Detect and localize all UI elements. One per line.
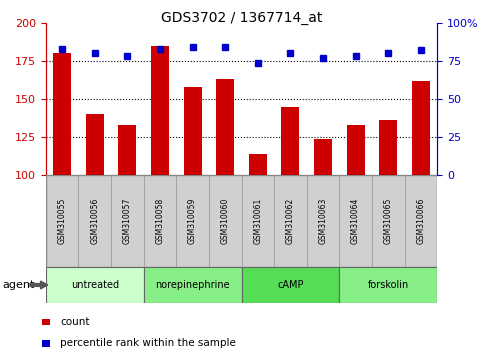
Bar [314,139,332,175]
Bar [184,87,201,175]
Bar [282,107,299,175]
Text: cAMP: cAMP [277,280,304,290]
Text: GSM310062: GSM310062 [286,198,295,244]
Bar [372,175,405,267]
Text: GSM310060: GSM310060 [221,198,230,245]
Bar [53,53,71,175]
Bar [307,175,339,267]
Text: GSM310057: GSM310057 [123,198,132,245]
Text: count: count [60,317,90,327]
Bar [242,175,274,267]
Text: GSM310061: GSM310061 [253,198,262,244]
Bar [339,175,372,267]
Bar [274,175,307,267]
Text: untreated: untreated [71,280,119,290]
Text: GSM310056: GSM310056 [90,198,99,245]
Text: GSM310063: GSM310063 [318,198,327,245]
Text: forskolin: forskolin [368,280,409,290]
Bar [249,154,267,175]
Bar [405,175,437,267]
Bar [209,175,242,267]
Bar [176,175,209,267]
Text: GSM310066: GSM310066 [416,198,426,245]
Bar [151,46,169,175]
Bar [46,267,144,303]
Bar [412,81,430,175]
Bar [144,175,176,267]
Bar [242,267,339,303]
Text: GSM310065: GSM310065 [384,198,393,245]
Text: agent: agent [2,280,35,290]
Bar [111,175,144,267]
Bar [144,267,242,303]
Text: percentile rank within the sample: percentile rank within the sample [60,338,236,348]
Text: GSM310058: GSM310058 [156,198,165,244]
Text: GSM310064: GSM310064 [351,198,360,245]
Text: GDS3702 / 1367714_at: GDS3702 / 1367714_at [161,11,322,25]
Bar [347,125,365,175]
Bar [216,79,234,175]
Text: norepinephrine: norepinephrine [155,280,230,290]
Bar [86,114,104,175]
Bar [379,120,397,175]
Bar [339,267,437,303]
Text: GSM310055: GSM310055 [57,198,67,245]
Bar [78,175,111,267]
Text: GSM310059: GSM310059 [188,198,197,245]
Bar [118,125,136,175]
Bar [46,175,79,267]
